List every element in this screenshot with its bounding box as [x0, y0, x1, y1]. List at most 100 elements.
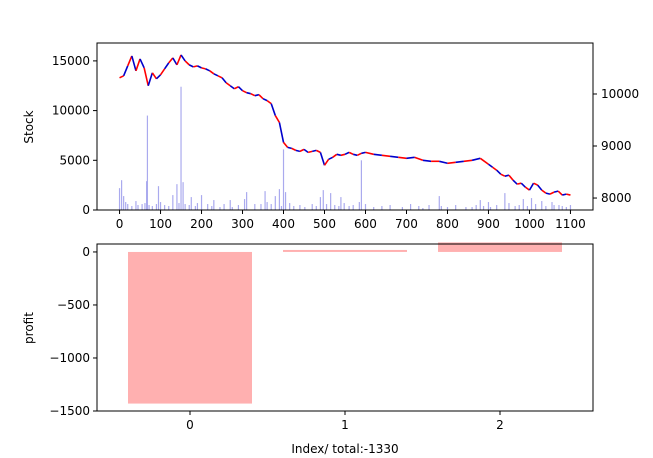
price-segment-10 [159, 68, 166, 76]
price-segment-39 [278, 122, 285, 143]
stock-y-axis-label: Stock [22, 110, 36, 143]
price-segment-27 [229, 85, 235, 90]
price-segment-51 [328, 156, 334, 161]
stock-panel: 0 100 200 300 400 500 600 700 800 900 1000 1100 0 50… [22, 42, 639, 231]
price-segment-56 [348, 151, 354, 156]
price-segment-72 [463, 159, 473, 163]
x-tick-label: 800 [436, 217, 459, 231]
price-segment-3 [131, 55, 137, 72]
price-segment-34 [258, 94, 264, 100]
price-segment-69 [439, 160, 448, 165]
price-segment-58 [356, 152, 362, 157]
y-tick-label: 15000 [52, 54, 90, 68]
x-tick-label: 100 [149, 217, 172, 231]
price-segment-59 [361, 151, 366, 155]
price-segment-90 [549, 191, 555, 195]
price-segment-71 [455, 160, 464, 164]
x-tick-label: 1000 [514, 217, 545, 231]
price-segment-55 [344, 151, 350, 156]
price-segment-76 [492, 166, 498, 171]
price-segment-25 [221, 77, 227, 84]
y-tick-label: 5000 [59, 153, 90, 167]
price-segment-2 [127, 55, 133, 67]
price-segment-0 [119, 75, 124, 79]
price-series [119, 54, 571, 196]
x-tick-label: 600 [354, 217, 377, 231]
price-segment-63 [389, 155, 399, 159]
price-segment-28 [233, 86, 239, 90]
price-segment-6 [143, 67, 150, 86]
profit-y-axis-label: profit [22, 312, 36, 344]
price-segment-46 [307, 150, 313, 154]
stock-y-axis: 0 5000 10000 15000 [52, 54, 97, 217]
x-tick-label: 1 [341, 418, 349, 432]
y-tick-label: 0 [82, 203, 90, 217]
price-segment-89 [545, 192, 551, 195]
profit-bar-1 [283, 249, 407, 252]
price-segment-66 [414, 156, 424, 162]
price-segment-21 [205, 68, 211, 72]
price-segment-78 [500, 173, 506, 177]
price-segment-48 [315, 149, 321, 154]
price-segment-15 [180, 54, 186, 62]
price-segment-40 [282, 141, 289, 148]
x-tick-label: 900 [477, 217, 500, 231]
price-segment-83 [520, 182, 526, 188]
y-tick-label: −1000 [49, 351, 90, 365]
profit-bars [128, 242, 562, 404]
price-segment-19 [197, 65, 202, 69]
y2-tick-label: 8000 [601, 191, 632, 205]
price-segment-22 [209, 70, 215, 75]
y2-tick-label: 9000 [601, 139, 632, 153]
price-segment-61 [373, 153, 382, 157]
price-segment-18 [193, 65, 198, 68]
price-segment-93 [562, 193, 567, 196]
x-tick-label: 300 [231, 217, 254, 231]
x-tick-label: 0 [186, 418, 194, 432]
price-segment-88 [541, 189, 547, 194]
price-segment-41 [287, 146, 292, 150]
price-segment-24 [217, 75, 223, 79]
price-segment-42 [291, 147, 297, 152]
price-segment-4 [135, 58, 141, 72]
price-segment-13 [172, 57, 178, 66]
price-segment-74 [479, 157, 489, 165]
price-segment-9 [155, 74, 162, 80]
price-segment-67 [422, 159, 432, 163]
price-segment-33 [254, 93, 260, 97]
price-segment-57 [353, 153, 358, 157]
price-segment-60 [365, 151, 374, 156]
price-segment-36 [266, 100, 272, 105]
stock-plot-frame [96, 42, 594, 211]
price-segment-84 [524, 186, 530, 191]
volume-bars [118, 86, 572, 210]
price-segment-64 [398, 156, 407, 160]
price-segment-92 [557, 190, 563, 196]
stock-secondary-y-axis: 8000 9000 10000 [593, 87, 639, 205]
price-segment-38 [274, 115, 281, 123]
y-tick-label: −500 [57, 298, 90, 312]
x-tick-label: 2 [496, 418, 504, 432]
price-segment-49 [319, 152, 326, 166]
price-segment-85 [528, 182, 535, 191]
profit-y-axis: −1500 −1000 −500 0 [49, 245, 97, 418]
price-segment-47 [312, 149, 317, 153]
price-segment-54 [340, 153, 346, 157]
price-segment-35 [262, 97, 268, 102]
price-segment-30 [242, 89, 247, 94]
x-tick-label: 0 [116, 217, 124, 231]
price-segment-45 [303, 148, 309, 153]
price-segment-20 [201, 67, 206, 70]
profit-bar-2 [438, 242, 562, 252]
price-segment-37 [270, 103, 277, 116]
price-segment-62 [381, 154, 391, 158]
price-segment-29 [237, 86, 244, 92]
price-segment-8 [151, 72, 158, 80]
x-tick-label: 1100 [555, 217, 586, 231]
price-segment-31 [246, 91, 251, 95]
price-segment-50 [323, 158, 330, 166]
x-tick-label: 500 [313, 217, 336, 231]
y-tick-label: 0 [82, 245, 90, 259]
price-segment-87 [537, 184, 543, 191]
